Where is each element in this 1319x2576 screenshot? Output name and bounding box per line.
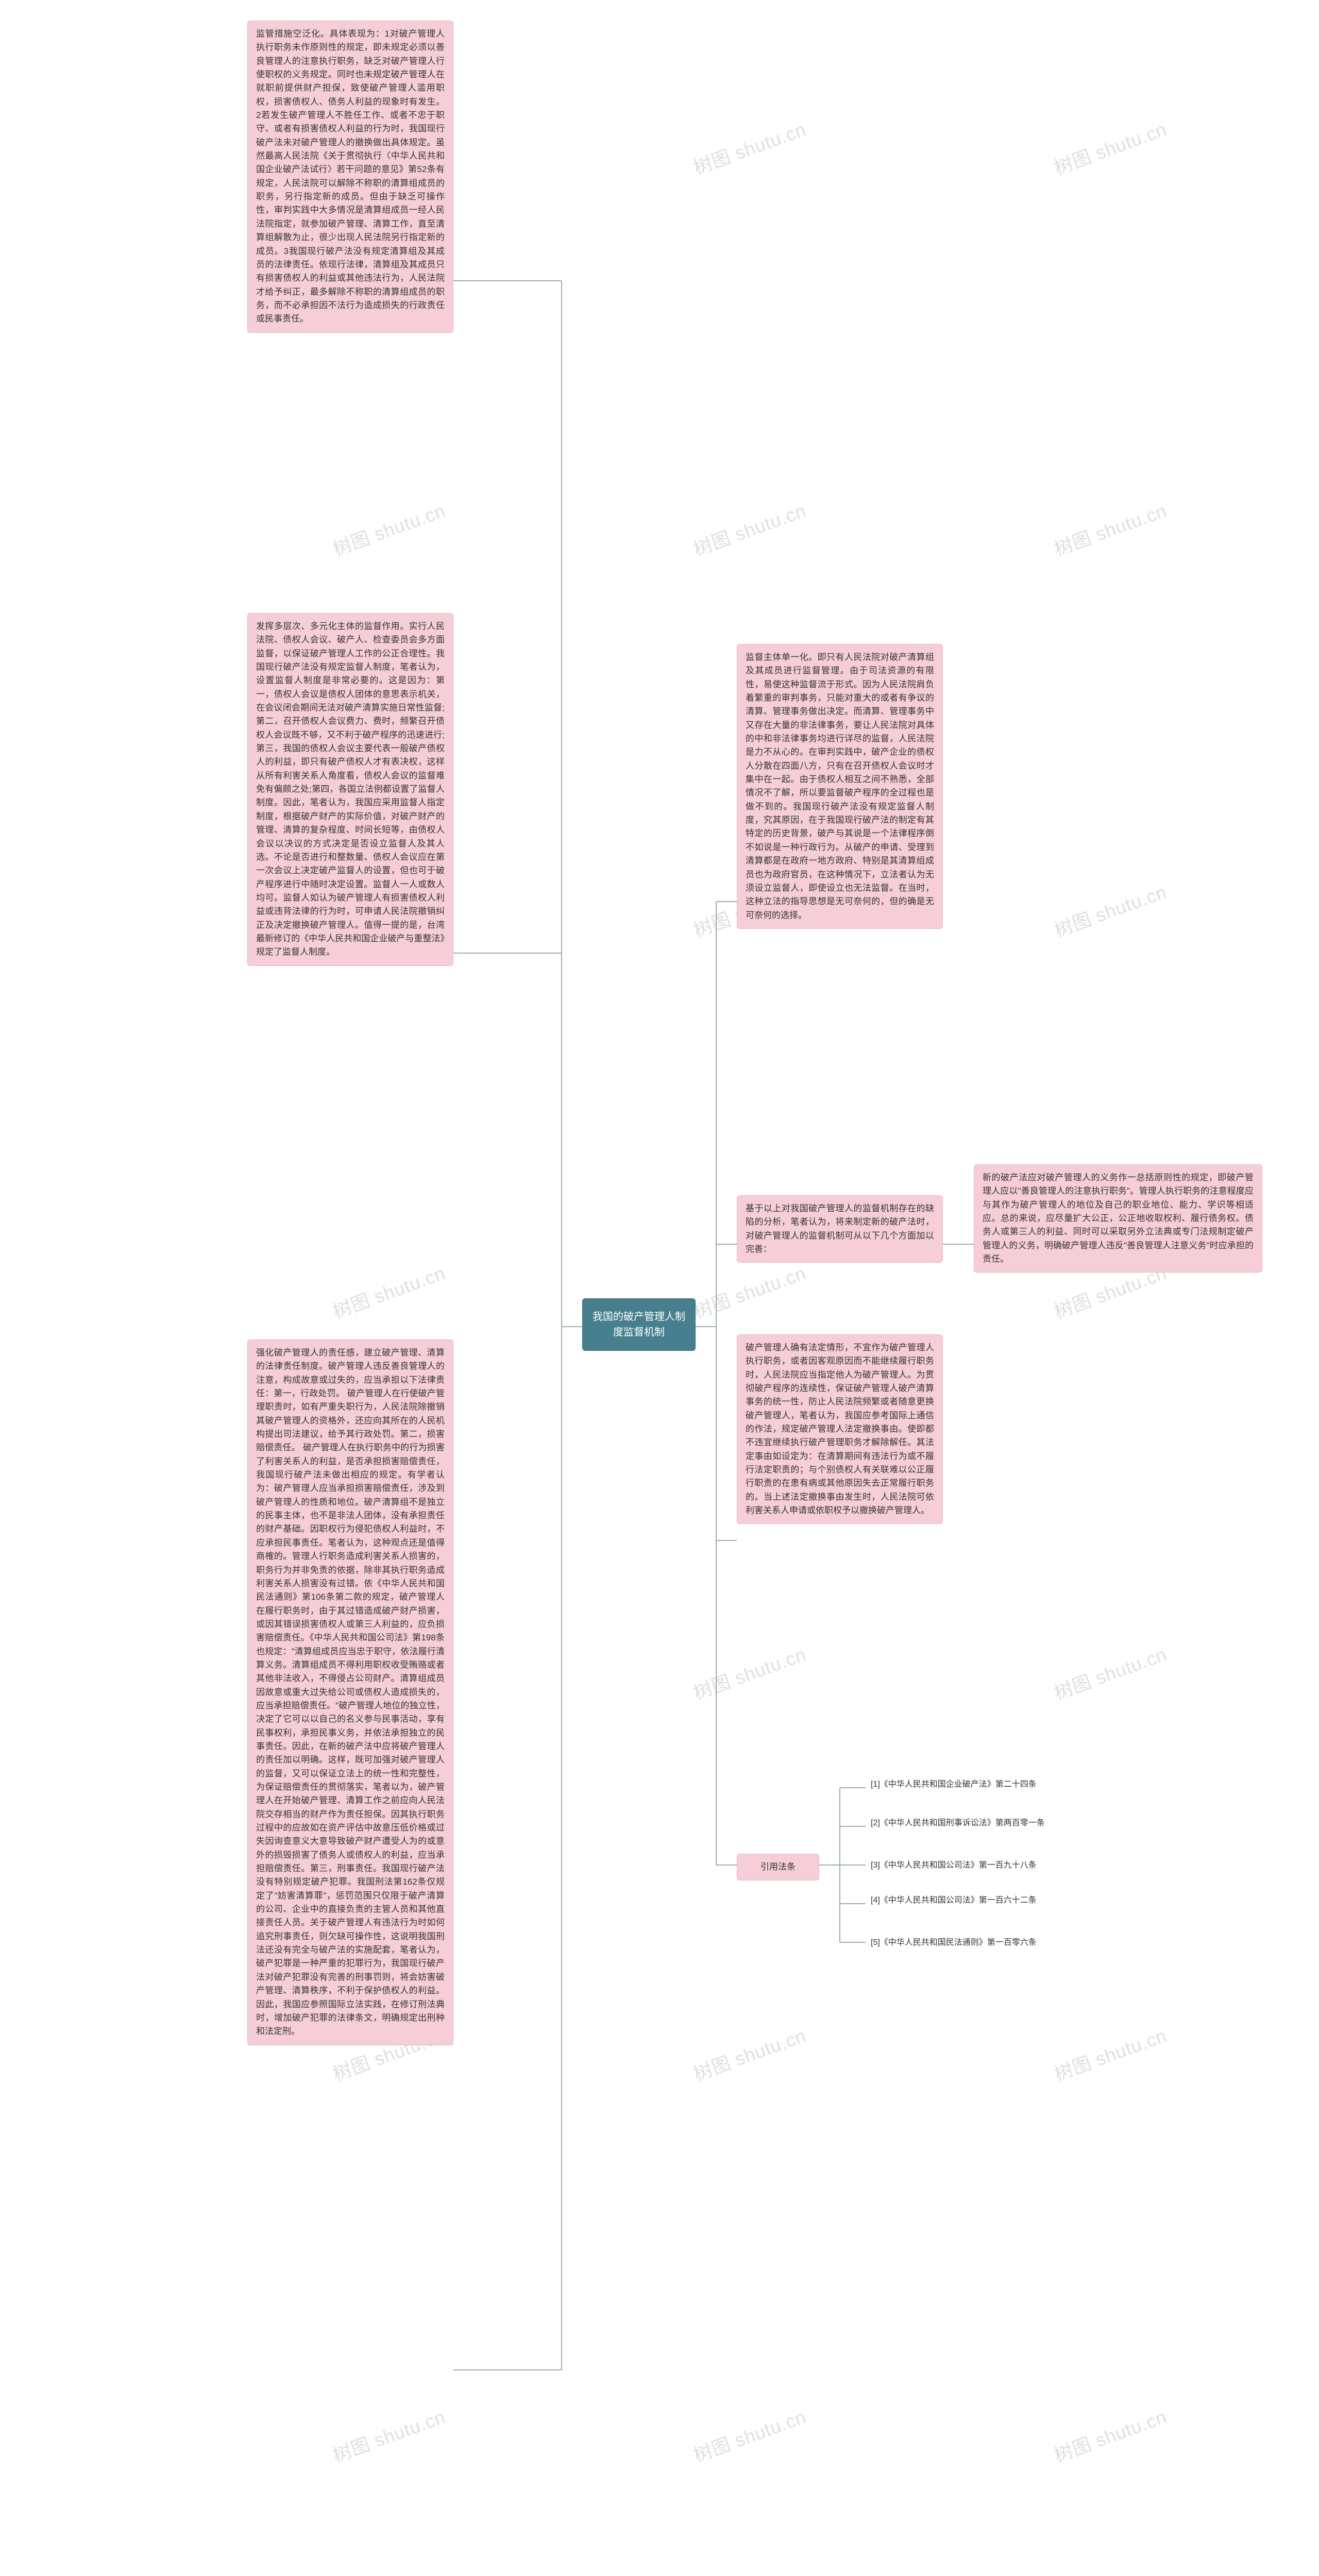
watermark: 树图 shutu.cn [689,496,809,561]
watermark: 树图 shutu.cn [689,114,809,180]
watermark: 树图 shutu.cn [1050,2021,1170,2086]
watermark: 树图 shutu.cn [1050,114,1170,180]
left-node-2: 发挥多层次、多元化主体的监督作用。实行人民法院、债权人会议、破产人、检查委员会多… [247,613,453,966]
connector-lines [0,0,1319,2576]
watermark: 树图 shutu.cn [1050,2402,1170,2467]
watermark: 树图 shutu.cn [329,496,449,561]
right-node-2-child: 新的破产法应对破产管理人的义务作一总括原则性的规定，即破产管理人应以"善良管理人… [974,1164,1262,1273]
ref-item-3: [3]《中华人民共和国公司法》第一百九十八条 [871,1857,1108,1874]
root-node: 我国的破产管理人制度监督机制 [582,1298,696,1351]
ref-item-2: [2]《中华人民共和国刑事诉讼法》第两百零一条 [871,1815,1108,1832]
right-node-3: 破产管理人确有法定情形，不宜作为破产管理人执行职务，或者因客观原因而不能继续履行… [737,1334,943,1524]
refs-title-node: 引用法条 [737,1854,819,1880]
watermark: 树图 shutu.cn [689,1639,809,1705]
ref-item-1: [1]《中华人民共和国企业破产法》第二十四条 [871,1776,1108,1793]
watermark: 树图 shutu.cn [689,1258,809,1324]
watermark: 树图 shutu.cn [1050,496,1170,561]
watermark: 树图 shutu.cn [689,2021,809,2086]
watermark: 树图 shutu.cn [329,1258,449,1324]
right-node-2: 基于以上对我国破产管理人的监督机制存在的缺陷的分析，笔者认为，将来制定新的破产法… [737,1195,943,1263]
left-node-3: 强化破产管理人的责任感，建立破产管理、清算的法律责任制度。破产管理人违反善良管理… [247,1340,453,2045]
watermark: 树图 shutu.cn [1050,1639,1170,1705]
left-node-1: 监管措施空泛化。具体表现为：1对破产管理人执行职务未作原则性的规定，即未规定必须… [247,21,453,333]
ref-item-4: [4]《中华人民共和国公司法》第一百六十二条 [871,1892,1108,1909]
watermark: 树图 shutu.cn [689,2402,809,2467]
watermark: 树图 shutu.cn [1050,877,1170,942]
right-node-1: 监督主体单一化。即只有人民法院对破产清算组及其成员进行监督管理。由于司法资源的有… [737,644,943,929]
watermark: 树图 shutu.cn [329,2402,449,2467]
ref-item-5: [5]《中华人民共和国民法通则》第一百零六条 [871,1935,1108,1952]
